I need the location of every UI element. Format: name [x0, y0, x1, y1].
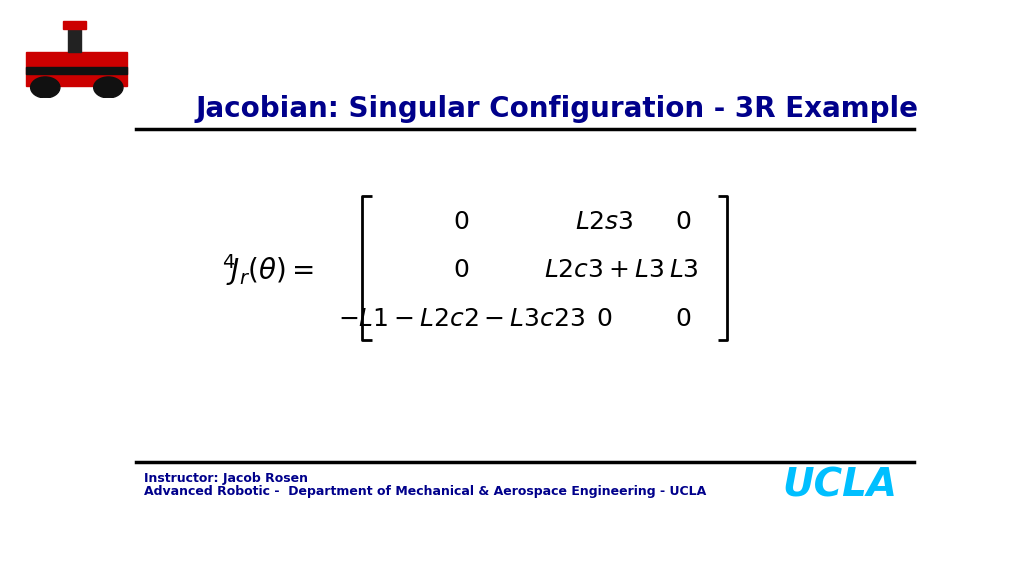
- Circle shape: [31, 77, 59, 98]
- Text: $0$: $0$: [454, 259, 469, 282]
- Bar: [27, 67, 127, 74]
- Bar: [68, 28, 81, 52]
- Text: $0$: $0$: [454, 211, 469, 234]
- Text: $L3$: $L3$: [669, 259, 698, 282]
- Text: Advanced Robotic -  Department of Mechanical & Aerospace Engineering - UCLA: Advanced Robotic - Department of Mechani…: [143, 485, 707, 498]
- Text: $^4\!J_r(\theta) = $: $^4\!J_r(\theta) = $: [222, 252, 314, 287]
- Text: UCLA: UCLA: [782, 466, 898, 504]
- Text: $-L1 - L2c2 - L3c23$: $-L1 - L2c2 - L3c23$: [338, 308, 585, 331]
- Text: Jacobian: Singular Configuration - 3R Example: Jacobian: Singular Configuration - 3R Ex…: [195, 95, 919, 123]
- Bar: [63, 21, 86, 29]
- Circle shape: [94, 77, 123, 98]
- Text: $L2s3$: $L2s3$: [574, 211, 634, 234]
- Text: $0$: $0$: [676, 211, 691, 234]
- Text: $0$: $0$: [676, 308, 691, 331]
- Text: $L2c3 + L3$: $L2c3 + L3$: [544, 259, 665, 282]
- Text: $0$: $0$: [596, 308, 612, 331]
- Text: Instructor: Jacob Rosen: Instructor: Jacob Rosen: [143, 472, 308, 484]
- Bar: [27, 52, 127, 86]
